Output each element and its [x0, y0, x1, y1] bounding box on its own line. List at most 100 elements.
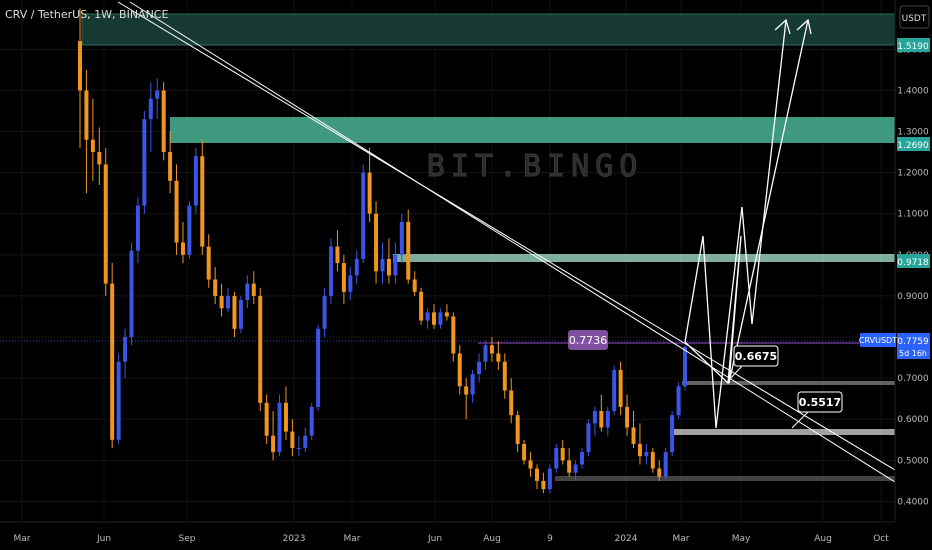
candle-body	[380, 258, 385, 272]
candle	[341, 254, 346, 305]
candle	[354, 250, 359, 284]
candle	[451, 312, 456, 362]
candle-body	[663, 452, 668, 477]
candle-body	[477, 361, 482, 375]
candle-body	[213, 279, 218, 296]
candle-body	[386, 258, 391, 276]
candle	[605, 406, 610, 436]
time-tick-label: Jun	[427, 534, 442, 544]
candle	[444, 304, 449, 321]
candle	[592, 406, 597, 436]
candle-body	[657, 468, 662, 477]
candle-body	[644, 452, 649, 457]
candle-body	[116, 361, 121, 440]
candle	[361, 164, 366, 264]
candle-body	[341, 263, 346, 292]
svg-text:0.9718: 0.9718	[897, 258, 929, 268]
support-line-2	[670, 429, 895, 435]
symbol-title: CRV / TetherUS, 1W, BINANCE	[5, 8, 168, 21]
candle-body	[90, 139, 95, 153]
candle	[386, 238, 391, 284]
candle-body	[251, 283, 256, 296]
resistance-zone-top	[81, 13, 896, 46]
time-tick-label: Jun	[96, 534, 111, 544]
svg-text:USDT: USDT	[902, 14, 927, 24]
candle	[547, 464, 552, 494]
candle-body	[522, 443, 527, 461]
candle	[515, 411, 520, 453]
price-tick-label: 0.4000	[897, 497, 929, 507]
candle	[316, 324, 321, 412]
candle	[251, 271, 256, 305]
svg-text:1.5190: 1.5190	[897, 42, 929, 52]
svg-text:0.5517: 0.5517	[799, 396, 841, 409]
candle-body	[412, 279, 417, 292]
candle-body	[612, 369, 617, 412]
candle	[509, 378, 514, 424]
candle	[489, 337, 494, 362]
candle	[84, 69, 89, 194]
time-tick-label: Aug	[483, 534, 501, 544]
candle-body	[541, 480, 546, 490]
time-axis[interactable]	[0, 522, 932, 550]
time-tick-label: Oct	[873, 534, 889, 544]
candle	[232, 291, 237, 338]
candle	[470, 369, 475, 403]
currency-button[interactable]: USDT	[899, 5, 930, 29]
candle	[245, 275, 250, 309]
projection-path-1	[684, 19, 787, 429]
candle	[206, 234, 211, 288]
candle-body	[296, 448, 301, 450]
candle	[631, 411, 636, 449]
candle-body	[431, 312, 436, 325]
candle-body	[399, 221, 404, 255]
resistance-zone-low	[393, 254, 895, 262]
candle	[457, 345, 462, 395]
candle	[116, 353, 121, 444]
candle-body	[592, 411, 597, 424]
candle-body	[425, 312, 430, 321]
candle-body	[567, 460, 572, 473]
candle-body	[142, 119, 147, 206]
candle-body	[193, 156, 198, 206]
svg-text:5d 16h: 5d 16h	[899, 349, 927, 358]
candle	[425, 308, 430, 329]
candle	[283, 386, 288, 440]
candle-body	[232, 295, 237, 329]
candle-body	[393, 254, 398, 276]
candle-body	[245, 283, 250, 301]
candle	[431, 304, 436, 329]
candle	[496, 341, 501, 370]
projection-path-2	[684, 19, 809, 385]
candle	[148, 82, 153, 153]
candle-body	[637, 443, 642, 457]
time-tick-label: Sep	[179, 534, 196, 544]
candle-body	[438, 312, 443, 325]
svg-text:0.7759: 0.7759	[897, 337, 929, 347]
price-tick-label: 0.5000	[897, 456, 929, 466]
candle	[90, 98, 95, 181]
candle-body	[348, 275, 353, 292]
label-support-2: 0.5517	[797, 391, 843, 413]
candle-body	[554, 448, 559, 469]
candle-body	[605, 411, 610, 428]
candle	[534, 464, 539, 490]
candle-body	[419, 291, 424, 321]
candle	[97, 127, 102, 185]
candle-body	[676, 386, 681, 416]
candle	[683, 345, 687, 391]
candle	[580, 448, 585, 469]
time-axis-ticks: Mar Jun Sep 2023 Mar Jun Aug 9 2024 Mar May Aug Oct	[14, 534, 890, 544]
candle-body	[206, 246, 211, 280]
candle	[174, 164, 179, 255]
candle	[380, 242, 385, 284]
candle	[419, 287, 424, 325]
candle-body	[457, 353, 462, 387]
candle-body	[97, 152, 102, 165]
candle	[200, 139, 205, 255]
candle	[238, 295, 243, 333]
candle-body	[515, 415, 520, 444]
candle-body	[148, 98, 153, 120]
price-tick-label: 1.1000	[897, 210, 929, 220]
